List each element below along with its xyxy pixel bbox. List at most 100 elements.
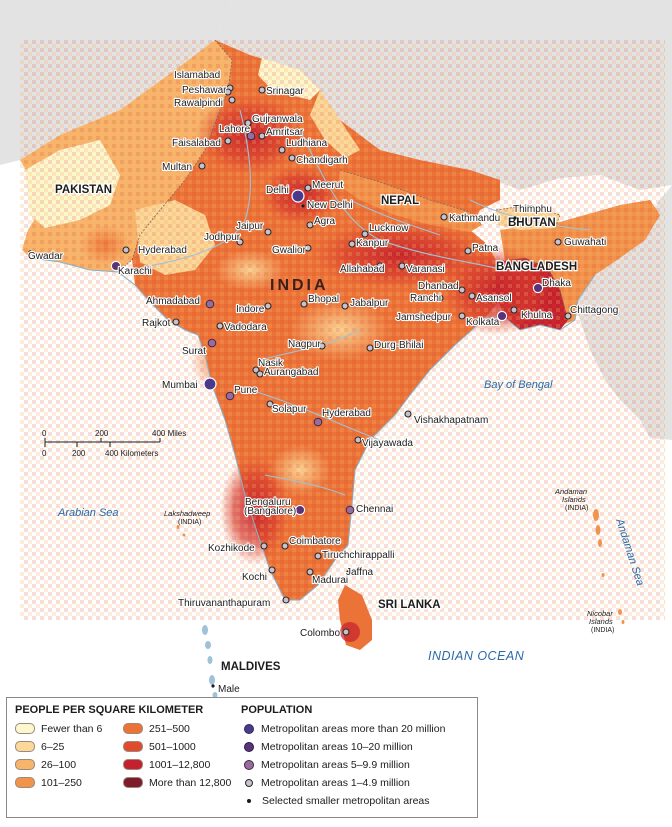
scale-km-400: 400 Kilometers — [105, 449, 158, 458]
city-label-tiruchchirappalli: Tiruchchirappalli — [322, 550, 394, 561]
city-dot-bengaluru — [294, 504, 306, 516]
city-dot-solapur — [266, 400, 274, 408]
city-dot-gwalior — [304, 244, 312, 252]
population-class-label: Metropolitan areas 10–20 million — [261, 740, 413, 753]
city-label-coimbatore: Coimbatore — [289, 536, 341, 547]
city-dot-ludhiana — [278, 146, 286, 154]
city-label-male: Male — [218, 684, 240, 695]
city-dot-new-delhi — [301, 204, 305, 208]
country-india: INDIA — [270, 277, 329, 294]
population-class-1: Metropolitan areas more than 20 million — [241, 721, 445, 736]
country-nepal: NEPAL — [381, 195, 419, 207]
population-dot — [244, 741, 254, 752]
city-label-rawalpindi: Rawalpindi — [174, 98, 223, 109]
city-label-kochi: Kochi — [242, 572, 267, 583]
city-label-ahmadabad: Ahmadabad — [146, 296, 200, 307]
city-dot-dhanbad — [458, 286, 466, 294]
city-dot-durg-bhilai — [366, 344, 374, 352]
city-dot-vadodara — [216, 322, 224, 330]
city-label-thimphu: Thimphu — [513, 204, 552, 215]
density-swatch — [15, 777, 35, 788]
population-dot — [244, 759, 254, 770]
country-pakistan: PAKISTAN — [55, 184, 112, 196]
city-dot-srinagar — [258, 86, 266, 94]
city-dot-agra — [306, 221, 314, 229]
city-dot-chennai — [345, 505, 355, 515]
andaman-islands-sub-label: (INDIA) — [565, 505, 588, 512]
indian-ocean-label: INDIAN OCEAN — [428, 649, 525, 663]
scale-km-0: 0 — [42, 449, 47, 458]
population-class-5: Selected smaller metropolitan areas — [241, 793, 430, 808]
city-dot-mumbai — [203, 377, 217, 391]
city-label-agra: Agra — [314, 216, 336, 227]
density-class-2: 6–25 — [15, 739, 64, 754]
city-label-amritsar: Amritsar — [266, 127, 304, 138]
lakshadweep-sub-label: (INDIA) — [178, 519, 201, 526]
city-label-lucknow: Lucknow — [369, 223, 409, 234]
density-class-3: 26–100 — [15, 757, 76, 772]
city-label-faisalabad: Faisalabad — [172, 138, 221, 149]
city-dot-aurangabad — [256, 370, 264, 378]
city-label-indore: Indore — [236, 304, 265, 315]
city-label-islamabad: Islamabad — [174, 70, 220, 81]
population-class-label: Metropolitan areas 1–4.9 million — [261, 776, 410, 789]
city-label-aurangabad: Aurangabad — [264, 367, 319, 378]
city-label-nagpur: Nagpur — [288, 339, 321, 350]
city-label-bangalore: (Bangalore) — [244, 506, 296, 517]
city-label-ludhiana: Ludhiana — [286, 138, 328, 149]
density-class-label: 26–100 — [41, 758, 77, 771]
city-dot-jodhpur — [236, 238, 244, 246]
city-label-chittagong: Chittagong — [570, 305, 618, 316]
city-dot-kolkata — [496, 310, 508, 322]
rivers — [139, 109, 591, 496]
city-dot-kozhikode — [260, 542, 268, 550]
scale-miles-400: 400 Miles — [152, 429, 186, 438]
city-label-jamshedpur: Jamshedpur — [396, 312, 452, 323]
city-label-surat: Surat — [182, 346, 206, 357]
bay-of-bengal-label: Bay of Bengal — [484, 379, 553, 391]
city-dot-jaipur — [264, 228, 272, 236]
density-class-label: Fewer than 6 — [41, 722, 103, 735]
city-label-jabalpur: Jabalpur — [350, 298, 389, 309]
city-label-jodhpur: Jodhpur — [204, 232, 241, 243]
city-dot-varanasi — [398, 262, 406, 270]
city-dot-jaffna — [346, 570, 350, 574]
city-dot-lahore — [246, 131, 256, 141]
city-label-solapur: Solapur — [272, 404, 307, 415]
city-label-kanpur: Kanpur — [356, 238, 389, 249]
city-dot-jamshedpur — [458, 312, 466, 320]
density-swatch — [123, 777, 143, 788]
density-class-label: 501–1000 — [149, 740, 196, 753]
city-label-rajkot: Rajkot — [142, 318, 171, 329]
density-class-label: 1001–12,800 — [149, 758, 211, 771]
city-label-chennai: Chennai — [356, 504, 393, 515]
density-swatch — [15, 741, 35, 752]
city-dot-multan — [198, 162, 206, 170]
city-label-dhanbad: Dhanbad — [418, 281, 459, 292]
city-dot-vishakhapatnam — [404, 410, 412, 418]
city-dot-karachi — [110, 260, 122, 272]
city-label-vishakhapatnam: Vishakhapatnam — [414, 415, 488, 426]
city-label-vijayawada: Vijayawada — [362, 438, 413, 449]
population-dot — [244, 723, 254, 734]
city-markers: Islamabad Peshawar Rawalpindi Srinagar Gujra… — [27, 69, 620, 696]
city-label-peshawar: Peshawar — [182, 85, 227, 96]
country-bhutan: BHUTAN — [508, 217, 556, 229]
city-dot-rawalpindi — [228, 96, 236, 104]
city-dot-thiruvananthapuram — [282, 596, 290, 604]
city-dot-hyderabad — [313, 417, 323, 427]
city-label-nasik: Nasik — [258, 358, 284, 369]
density-swatch — [123, 741, 143, 752]
city-dot-chandigarh — [288, 154, 296, 162]
city-dot-hyderabad — [122, 246, 130, 254]
city-dot-male — [211, 684, 215, 688]
scale-bar: 0 200 400 Miles 0 200 400 Kilometers — [42, 429, 186, 458]
city-label-allahabad: Allahabad — [340, 264, 384, 275]
density-class-6: 501–1000 — [123, 739, 196, 754]
density-class-7: 1001–12,800 — [123, 757, 210, 772]
city-label-jaipur: Jaipur — [236, 221, 264, 232]
city-dot-patna — [464, 247, 472, 255]
population-legend-title: POPULATION — [241, 704, 313, 716]
density-swatch — [123, 759, 143, 770]
